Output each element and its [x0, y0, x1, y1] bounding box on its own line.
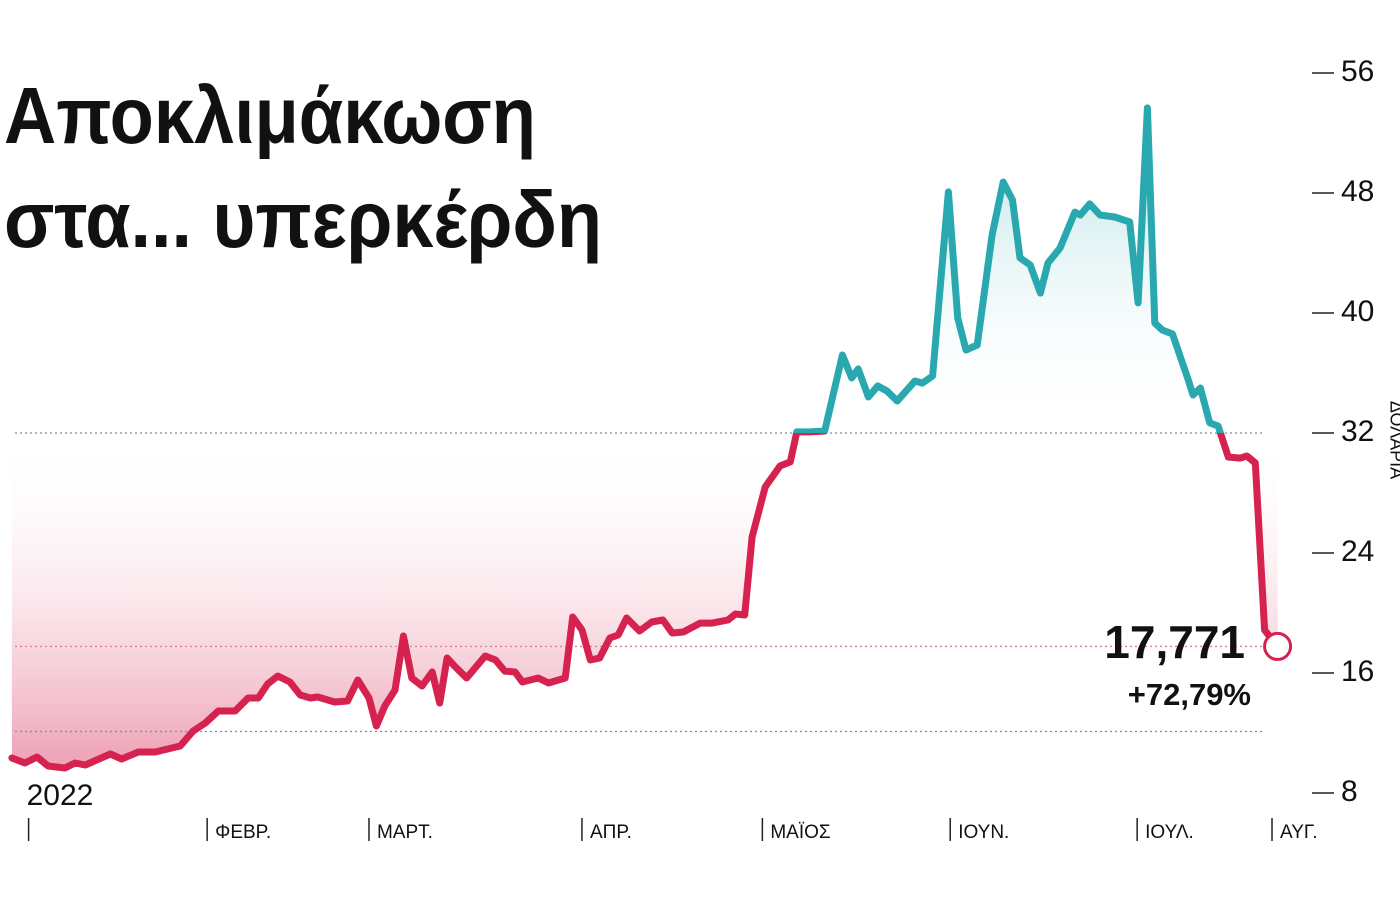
- x-tick-label: ΑΠΡ.: [590, 822, 632, 843]
- annotation-change: +72,79%: [1128, 677, 1251, 712]
- chart-title: στα... υπερκέρδη: [4, 175, 602, 264]
- x-tick-label: ΙΟΥΛ.: [1145, 822, 1194, 843]
- area-fill: [11, 433, 1278, 768]
- y-tick-label: 24: [1341, 535, 1374, 568]
- x-tick-label: ΑΥΓ.: [1280, 822, 1318, 843]
- y-tick-label: 32: [1341, 415, 1374, 448]
- x-tick-label: ΜΑΡΤ.: [377, 822, 433, 843]
- annotation-value: 17,771: [1104, 616, 1245, 668]
- area-fill: [11, 107, 1278, 433]
- y-tick-label: 8: [1341, 775, 1358, 808]
- x-tick-label: ΙΟΥΝ.: [958, 822, 1009, 843]
- line: [792, 104, 1225, 433]
- x-tick-label: ΦΕΒΡ.: [215, 822, 271, 843]
- x-tick-label: ΜΑΪΟΣ: [770, 822, 830, 843]
- y-tick-label: 48: [1341, 175, 1374, 208]
- y-tick-label: 16: [1341, 655, 1374, 688]
- line: [8, 433, 1282, 772]
- y-tick-label: 40: [1341, 295, 1374, 328]
- x-year-label: 2022: [27, 779, 94, 812]
- end-marker: [1263, 631, 1293, 661]
- y-tick-label: 56: [1341, 55, 1374, 88]
- chart-title: Αποκλιμάκωση: [4, 71, 536, 160]
- y-axis-label: ΔΟΛΑΡΙΑ: [1386, 401, 1400, 479]
